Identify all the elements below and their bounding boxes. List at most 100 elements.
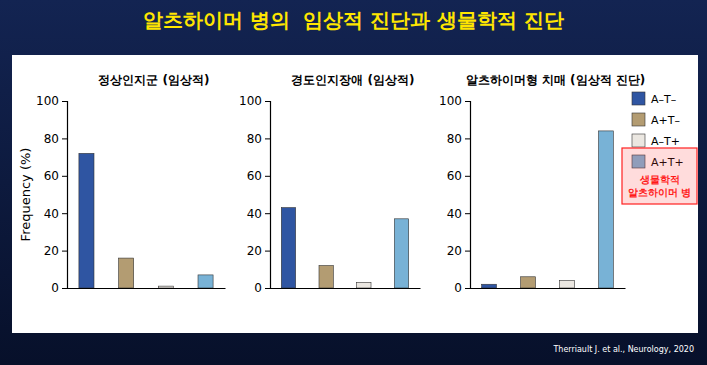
y-axis: 0 20 40 60 80 100	[36, 94, 67, 295]
y-tick-label: 60	[44, 169, 59, 183]
y-tick-label: 0	[454, 281, 462, 295]
y-tick-label: 100	[439, 94, 462, 108]
y-tick-label: 60	[447, 169, 462, 183]
panel	[12, 55, 698, 333]
y-tick-label: 40	[247, 207, 262, 221]
subplot-title: 알츠하이머형 치매 (임상적 진단)	[466, 73, 646, 87]
x-axis	[471, 288, 626, 290]
bar	[394, 219, 408, 288]
y-tick-mark	[265, 176, 270, 177]
bar	[281, 208, 295, 288]
y-tick-mark	[265, 101, 270, 102]
y-axis-line	[465, 102, 471, 289]
y-tick-label: 20	[447, 244, 462, 258]
bars	[482, 131, 614, 288]
y-tick: 20	[447, 244, 470, 258]
legend-entry: A+T–	[632, 113, 680, 127]
y-tick: 60	[247, 169, 270, 183]
source: Therriault J. et al., Neurology, 2020	[552, 345, 694, 354]
legend-entry: A–T–	[632, 92, 676, 106]
y-tick-label: 0	[51, 281, 59, 295]
y-tick-label: 100	[239, 94, 262, 108]
subplot: 0 20 40 60 80 100 경도인지장애 (임상적)	[239, 73, 420, 295]
legend-swatch	[632, 92, 645, 105]
y-tick-mark	[62, 251, 67, 252]
y-axis-line	[265, 102, 271, 289]
bars	[281, 208, 408, 288]
x-axis-line	[271, 288, 421, 289]
y-tick-mark	[62, 288, 67, 289]
bar	[357, 282, 371, 288]
annotation: 생물학적	[639, 174, 680, 185]
bar	[521, 277, 536, 288]
y-axis-line	[62, 102, 68, 289]
bar	[198, 275, 213, 288]
subplot: 0 20 40 60 80 100 알츠하이머형 치매 (임상적 진단) A–T– A+T– A–…	[439, 73, 697, 295]
x-axis-line	[68, 288, 226, 289]
y-tick-mark	[62, 213, 67, 214]
y-tick-mark	[62, 138, 67, 139]
annotation: 알츠하이머 병	[628, 187, 691, 198]
y-tick: 100	[439, 94, 470, 108]
y-tick: 40	[447, 207, 470, 221]
y-tick-mark	[465, 138, 470, 139]
y-tick-mark	[465, 101, 470, 102]
bar	[560, 281, 575, 288]
y-tick: 60	[447, 169, 470, 183]
y-tick-label: 40	[447, 207, 462, 221]
y-tick: 80	[447, 132, 470, 146]
y-tick: 60	[44, 169, 67, 183]
y-tick-mark	[62, 101, 67, 102]
bar	[482, 284, 497, 288]
bar	[158, 286, 173, 288]
y-axis-title: Frequency (%)	[18, 148, 33, 242]
bar	[319, 266, 333, 288]
y-tick: 0	[454, 281, 470, 295]
bar	[599, 131, 614, 288]
y-tick: 0	[51, 281, 67, 295]
legend-entry: A–T+	[632, 134, 680, 148]
y-tick: 80	[44, 132, 67, 146]
y-tick: 40	[44, 207, 67, 221]
y-tick-mark	[465, 176, 470, 177]
y-tick: 40	[247, 207, 270, 221]
subplot: 020406080100정상인지군 (임상적)Frequency (%)	[18, 73, 226, 295]
y-tick-mark	[265, 288, 270, 289]
x-axis	[68, 288, 226, 290]
legend-label: A+T–	[651, 114, 680, 127]
y-tick: 100	[36, 94, 67, 108]
canvas: 알츠하이머 병의 임상적 진단과 생물학적 진단Therriault J. et…	[0, 0, 707, 365]
background	[0, 0, 707, 365]
y-tick-label: 100	[36, 94, 59, 108]
y-axis: 0 20 40 60 80 100	[439, 94, 470, 295]
y-tick-label: 40	[44, 207, 59, 221]
y-tick-label: 80	[447, 132, 462, 146]
y-tick: 80	[247, 132, 270, 146]
y-tick-mark	[465, 251, 470, 252]
y-tick: 20	[247, 244, 270, 258]
y-tick-mark	[465, 288, 470, 289]
legend-label: A–T+	[651, 135, 680, 148]
x-axis	[271, 288, 421, 290]
subplot-title: 경도인지장애 (임상적)	[291, 73, 414, 87]
bar	[79, 153, 94, 288]
x-axis-line	[471, 288, 626, 289]
y-tick-label: 60	[247, 169, 262, 183]
bar	[119, 258, 134, 288]
y-tick: 0	[254, 281, 270, 295]
highlight-box	[622, 148, 697, 204]
y-tick-mark	[62, 176, 67, 177]
y-tick: 100	[239, 94, 270, 108]
y-tick-label: 80	[247, 132, 262, 146]
bars	[79, 153, 213, 288]
y-tick-label: 0	[254, 281, 262, 295]
y-tick-label: 80	[44, 132, 59, 146]
y-tick-mark	[465, 213, 470, 214]
legend-label: A–T–	[651, 93, 676, 106]
y-tick-label: 20	[247, 244, 262, 258]
y-tick-mark	[265, 138, 270, 139]
legend-swatch	[632, 134, 645, 147]
y-tick-mark	[265, 251, 270, 252]
y-axis: 0 20 40 60 80 100	[239, 94, 270, 295]
y-tick-label: 20	[44, 244, 59, 258]
